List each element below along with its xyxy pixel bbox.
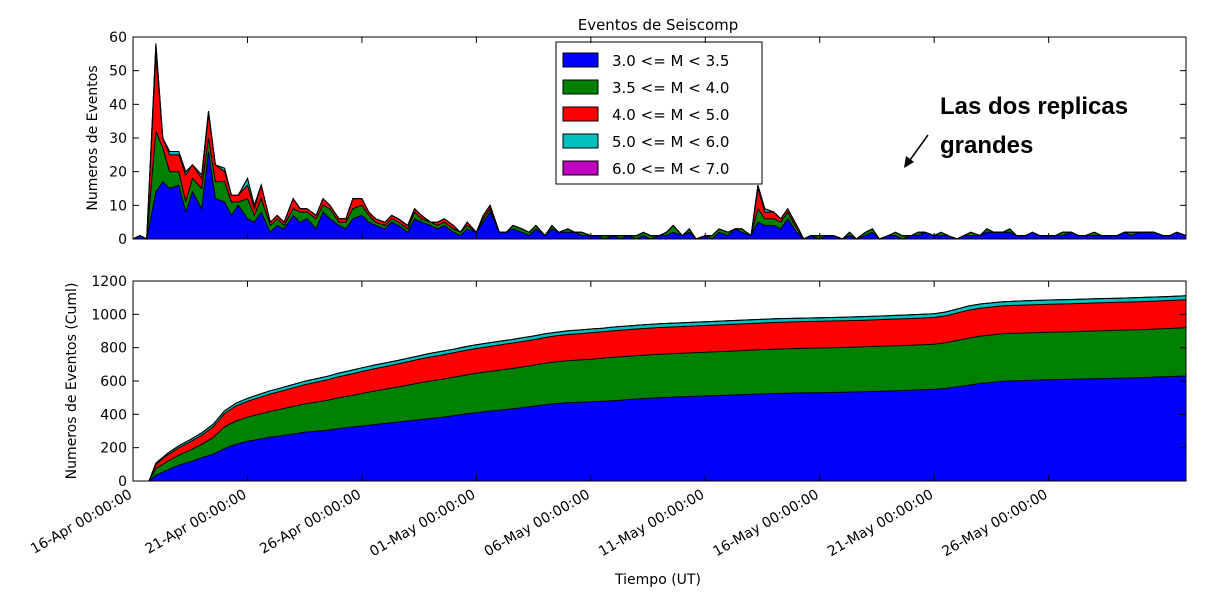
y-tick-label: 60 — [109, 30, 127, 46]
legend-label: 6.0 <= M < 7.0 — [612, 160, 729, 178]
area-outline-1-1 — [133, 327, 1187, 482]
x-tick-label: 26-Apr 00:00:00 — [257, 487, 364, 558]
x-tick-label: 16-May 00:00:00 — [711, 487, 822, 560]
bottom-y-axis: 0 200 400 600 800 1000 1200 — [91, 274, 1186, 490]
x-tick-label: 21-May 00:00:00 — [825, 487, 936, 560]
y-tick-label: 50 — [109, 64, 127, 80]
area-series-1-0 — [133, 376, 1186, 481]
legend-swatch — [562, 106, 599, 122]
y-tick-label: 0 — [118, 232, 127, 248]
y-tick-label: 800 — [100, 341, 127, 357]
x-tick-label: 11-May 00:00:00 — [596, 487, 707, 560]
legend-label: 3.0 <= M < 3.5 — [612, 52, 729, 70]
legend-swatch — [562, 52, 599, 68]
x-tick-label: 21-Apr 00:00:00 — [143, 487, 250, 558]
annotation-line-2: grandes — [940, 132, 1033, 159]
x-tick-label: 26-May 00:00:00 — [939, 487, 1050, 560]
legend-swatch — [562, 160, 599, 176]
y-tick-label: 1000 — [91, 307, 127, 323]
x-tick-label: 01-May 00:00:00 — [367, 487, 478, 560]
area-series-0-0 — [133, 151, 1186, 239]
y-tick-label: 0 — [118, 474, 127, 490]
area-outline-1-4 — [133, 295, 1187, 482]
y-tick-label: 200 — [100, 441, 127, 457]
annotation-arrow — [904, 134, 929, 168]
top-panel-outlines — [132, 43, 1187, 240]
y-tick-label: 400 — [100, 407, 127, 423]
area-series-1-2 — [133, 299, 1186, 481]
y-tick-label: 600 — [100, 374, 127, 390]
legend-label: 5.0 <= M < 6.0 — [612, 133, 729, 151]
top-y-axis-label: Numeros de Eventos — [85, 65, 101, 210]
legend-label: 4.0 <= M < 5.0 — [612, 106, 729, 124]
annotation-line-1: Las dos replicas — [940, 93, 1128, 120]
bottom-panel-areas — [133, 295, 1186, 481]
y-tick-label: 30 — [109, 131, 127, 147]
legend: 3.0 <= M < 3.5 3.5 <= M < 4.0 4.0 <= M < 5… — [555, 41, 763, 185]
chart-title: Eventos de Seiscomp — [578, 16, 739, 34]
bottom-y-axis-label: Numeros de Eventos (Cuml) — [64, 283, 80, 480]
legend-swatch — [562, 79, 599, 95]
y-tick-label: 40 — [109, 97, 127, 113]
area-outline-1-2 — [133, 299, 1187, 482]
legend-label: 3.5 <= M < 4.0 — [612, 79, 729, 97]
x-tick-label: 06-May 00:00:00 — [482, 487, 593, 560]
top-y-axis: 0 10 20 30 40 50 60 — [109, 30, 1186, 248]
top-panel-areas — [133, 43, 1186, 240]
bottom-panel-outlines — [133, 295, 1187, 482]
x-axis-label: Tiempo (UT) — [614, 572, 701, 588]
x-axis: 16-Apr 00:00:00 21-Apr 00:00:00 26-Apr 00:… — [28, 37, 1051, 560]
y-tick-label: 1200 — [91, 274, 127, 290]
area-outline-0-4 — [132, 43, 1187, 240]
y-tick-label: 10 — [109, 198, 127, 214]
area-series-1-1 — [133, 327, 1186, 481]
legend-swatch — [562, 133, 599, 149]
x-tick-label: 16-Apr 00:00:00 — [28, 487, 135, 558]
area-outline-1-0 — [133, 375, 1187, 482]
y-tick-label: 20 — [109, 165, 127, 181]
